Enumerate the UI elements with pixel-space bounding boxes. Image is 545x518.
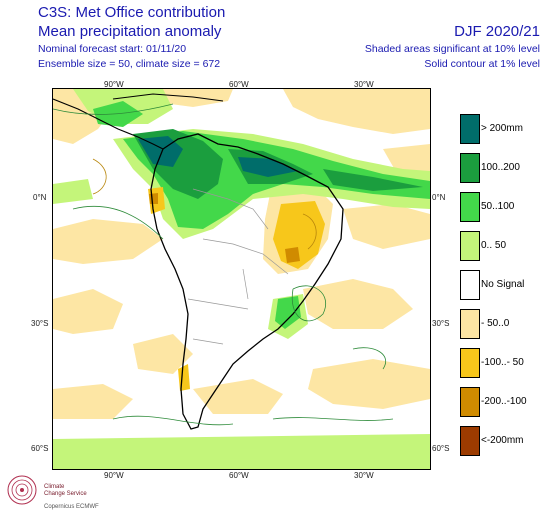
legend-swatch [460,114,480,144]
legend-item: 50..100 [460,192,545,222]
legend-swatch [460,270,480,300]
central-america-coastline [53,93,224,150]
country-borders [187,188,289,345]
legend-label: > 200mm [481,123,523,134]
lat-tick-left-60s: 60°S [31,444,49,453]
legend-swatch [460,192,480,222]
lat-tick-right-60s: 60°S [432,444,450,453]
lon-tick-bottom-30w: 30°W [354,471,374,480]
header: C3S: Met Office contribution Mean precip… [0,0,545,72]
contour-significance-note: Solid contour at 1% level [424,58,540,70]
legend-label: 50..100 [481,201,515,212]
lon-tick-top-30w: 30°W [354,80,374,89]
lon-tick-top-90w: 90°W [104,80,124,89]
legend-label: - 50..0 [481,318,510,329]
legend-swatch [460,426,480,456]
legend-item: 0.. 50 [460,231,545,261]
legend-swatch [460,153,480,183]
copernicus-logo: Climate Change Service Copernicus ECMWF [4,470,114,514]
legend-label: 0.. 50 [481,240,507,251]
lon-tick-bottom-90w: 90°W [104,471,124,480]
lat-tick-right-0n: 0°N [432,193,446,202]
lon-tick-bottom-60w: 60°W [229,471,249,480]
legend-item: - 50..0 [460,309,545,339]
legend-item: 100..200 [460,153,545,183]
forecast-start-text: Nominal forecast start: 01/11/20 [38,43,187,55]
legend-item: -100..- 50 [460,348,545,378]
lon-tick-top-60w: 60°W [229,80,249,89]
logo-text-line2: Change Service [44,491,87,497]
lat-tick-left-0n: 0°N [33,193,47,202]
legend-label: -200..-100 [481,396,527,407]
legend-swatch [460,348,480,378]
copernicus-emblem-icon [7,475,37,505]
legend-label: No Signal [481,279,525,290]
legend-item: > 200mm [460,114,545,144]
legend-swatch [460,231,480,261]
significance-contours [53,103,394,426]
precipitation-anomaly-map[interactable] [52,88,431,470]
legend-label: -100..- 50 [481,357,524,368]
title-line1: C3S: Met Office contribution [38,4,226,21]
ensemble-size-text: Ensemble size = 50, climate size = 672 [38,58,221,70]
dry-contours [92,158,317,250]
legend-item: <-200mm [460,426,545,456]
legend-label: <-200mm [481,435,524,446]
season-label: DJF 2020/21 [454,23,540,40]
south-america-coastline [150,133,344,430]
title-line2: Mean precipitation anomaly [38,23,222,40]
logo-text-line1: Climate [44,484,65,490]
legend-swatch [460,387,480,417]
legend-label: 100..200 [481,162,520,173]
lat-tick-right-30s: 30°S [432,319,450,328]
dry-light-patches [53,89,430,419]
lat-tick-left-30s: 30°S [31,319,49,328]
logo-text-line3: Copernicus ECMWF [44,504,99,510]
shaded-significance-note: Shaded areas significant at 10% level [364,43,540,55]
legend-item: -200..-100 [460,387,545,417]
legend-swatch [460,309,480,339]
legend-item: No Signal [460,270,545,300]
map-svg [53,89,430,469]
